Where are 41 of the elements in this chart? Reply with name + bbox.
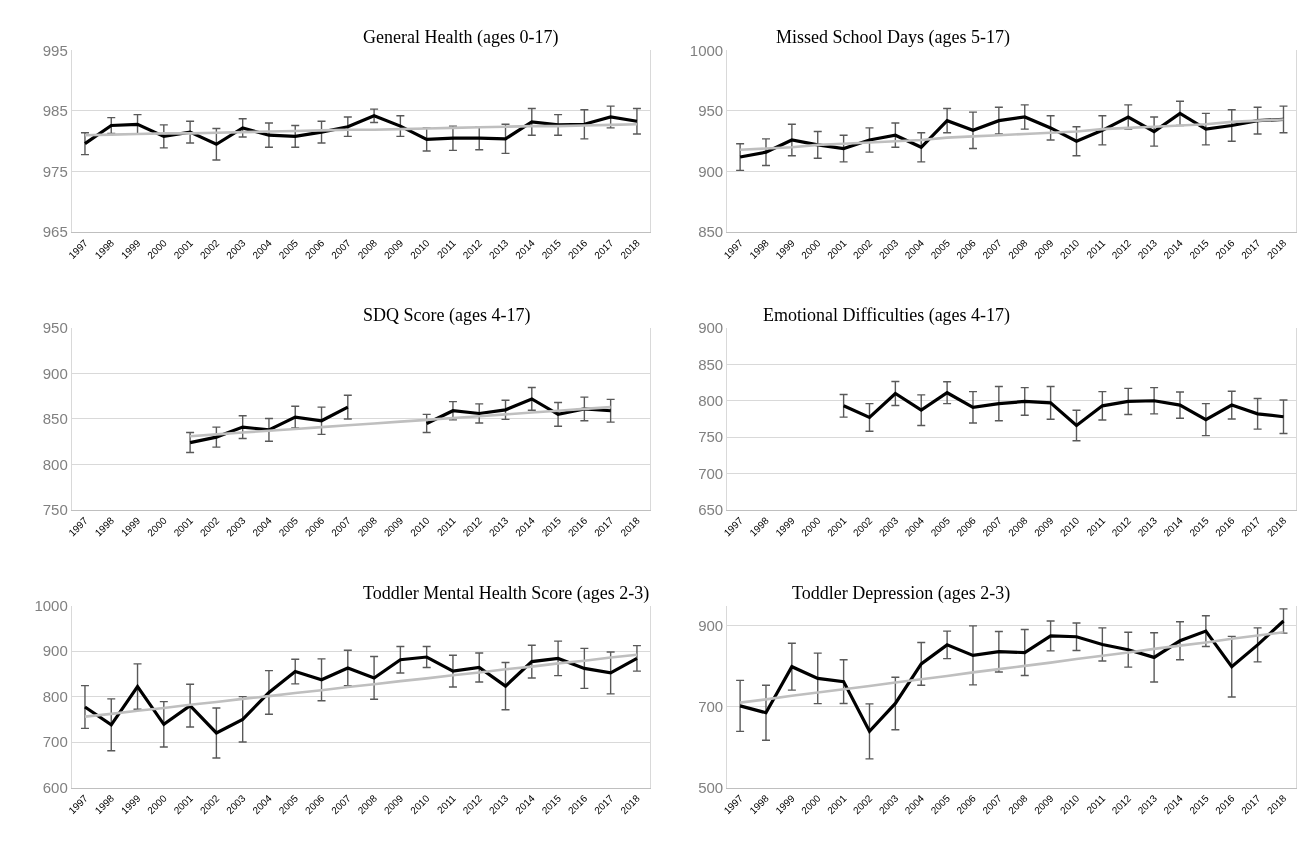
y-tick-label: 850 (698, 355, 724, 373)
y-tick-label: 750 (42, 501, 68, 519)
y-tick-label: 900 (698, 162, 724, 180)
y-tick-label: 800 (698, 391, 724, 409)
y-tick-label: 800 (42, 455, 68, 473)
chart-title: General Health (ages 0-17) (363, 27, 559, 48)
line-series (83, 655, 639, 735)
chart-title: Missed School Days (ages 5-17) (776, 27, 1010, 48)
chart-title: Toddler Mental Health Score (ages 2-3) (363, 583, 650, 604)
y-tick-label: 985 (42, 102, 68, 120)
chart-title: Toddler Depression (ages 2-3) (792, 583, 1011, 604)
line-series (738, 118, 1285, 152)
line-series (83, 653, 639, 718)
line-series (738, 619, 1286, 733)
y-tick-label: 750 (698, 428, 724, 446)
y-tick-label: 950 (42, 319, 68, 337)
line-series (188, 405, 612, 438)
y-tick-label: 900 (698, 319, 724, 337)
y-tick-label: 700 (698, 464, 724, 482)
y-tick-label: 900 (42, 364, 68, 382)
line-series (738, 631, 1285, 704)
y-tick-label: 700 (42, 733, 68, 751)
y-tick-label: 650 (698, 501, 724, 519)
line-series (842, 391, 1286, 428)
y-tick-label: 975 (42, 162, 68, 180)
y-tick-label: 850 (42, 410, 68, 428)
y-tick-label: 1000 (689, 41, 724, 59)
y-tick-label: 900 (698, 617, 724, 635)
y-tick-label: 800 (42, 687, 68, 705)
y-tick-label: 995 (42, 41, 68, 59)
chart-title: Emotional Difficulties (ages 4-17) (763, 305, 1011, 326)
y-tick-label: 600 (42, 778, 68, 796)
line-series (83, 122, 639, 137)
y-tick-label: 965 (42, 223, 68, 241)
chart-title: SDQ Score (ages 4-17) (363, 305, 531, 326)
y-tick-label: 500 (698, 778, 724, 796)
y-tick-label: 1000 (34, 596, 68, 614)
y-tick-label: 900 (42, 642, 68, 660)
y-tick-label: 950 (698, 102, 724, 120)
y-tick-label: 850 (698, 223, 724, 241)
y-tick-label: 700 (698, 697, 724, 715)
